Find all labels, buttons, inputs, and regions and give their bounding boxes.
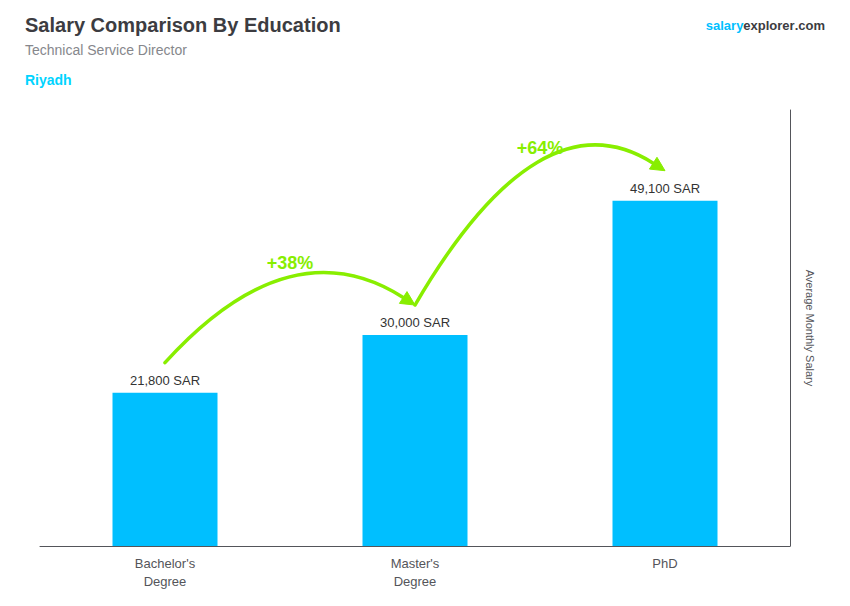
svg-text:+64%: +64% xyxy=(517,138,564,158)
svg-text:PhD: PhD xyxy=(652,556,677,571)
svg-text:21,800 SAR: 21,800 SAR xyxy=(130,373,200,388)
svg-text:+38%: +38% xyxy=(267,253,314,273)
svg-text:Master's: Master's xyxy=(391,556,440,571)
svg-text:explorer: explorer xyxy=(743,18,794,33)
svg-text:Riyadh: Riyadh xyxy=(25,72,72,88)
svg-text:Technical Service Director: Technical Service Director xyxy=(25,42,187,58)
svg-text:49,100 SAR: 49,100 SAR xyxy=(630,181,700,196)
svg-text:Degree: Degree xyxy=(394,574,437,589)
svg-text:.com: .com xyxy=(795,18,825,33)
svg-text:salary: salary xyxy=(706,18,744,33)
svg-text:Bachelor's: Bachelor's xyxy=(135,556,196,571)
svg-text:30,000 SAR: 30,000 SAR xyxy=(380,315,450,330)
svg-text:Salary Comparison By Education: Salary Comparison By Education xyxy=(25,14,341,36)
svg-text:Average Monthly Salary: Average Monthly Salary xyxy=(804,270,816,387)
svg-text:Degree: Degree xyxy=(144,574,187,589)
